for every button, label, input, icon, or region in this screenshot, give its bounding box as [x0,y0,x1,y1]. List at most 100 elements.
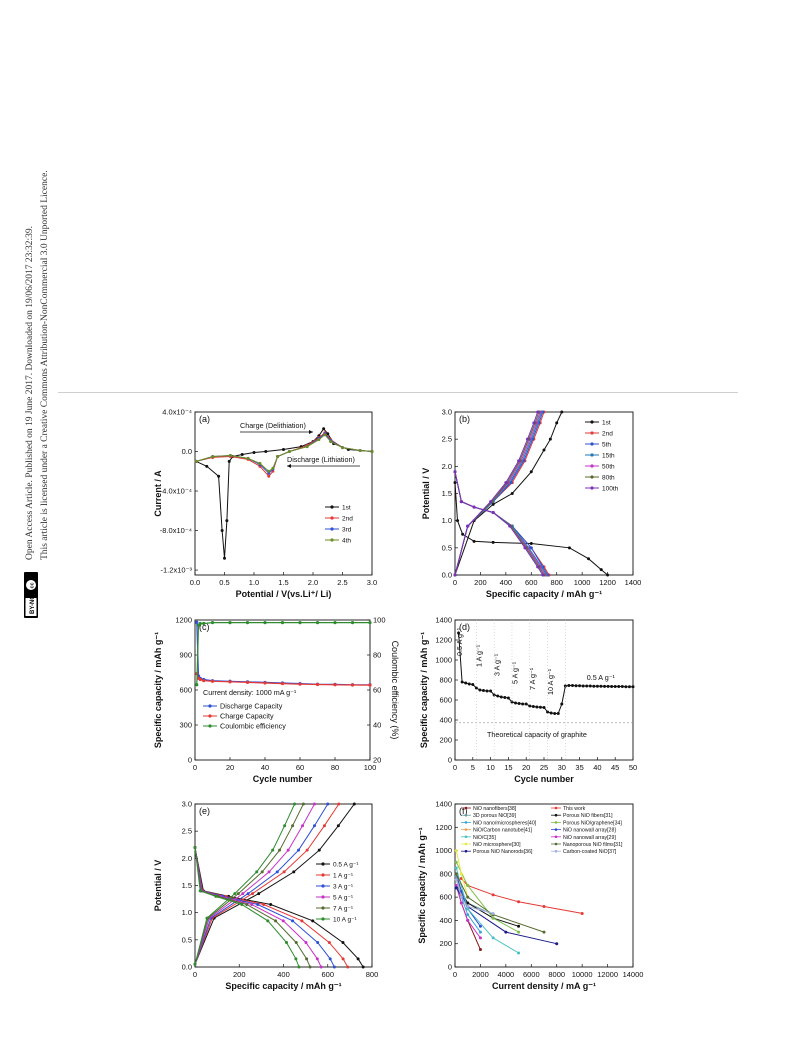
series-capacity-point [503,696,507,699]
series-charge-point [257,892,261,896]
panel-label: (e) [199,806,210,816]
y-tick-label: 0.0 [442,571,452,580]
panel-label: (a) [199,414,210,424]
series-point [202,621,206,626]
series-point [459,872,463,876]
y-tick-label: 2.5 [182,827,192,836]
series-100th-charge-point [453,573,457,577]
series-4th-point [287,450,291,454]
series-100th-charge-point [466,524,470,528]
series-capacity-point [553,712,557,715]
legend-marker [554,828,558,831]
x-tick-label: 1.0 [249,578,259,587]
series-point [466,907,470,911]
series-capacity-point [514,701,518,705]
series-discharge-line [194,847,300,968]
y-tick-label: 300 [179,721,192,730]
series-4th-point [329,440,333,444]
series-1st-discharge-point [587,557,590,561]
series-1st-discharge-point [461,532,465,536]
cc-license-badge[interactable]: BY-NC cc [24,572,38,618]
series-charge-point [205,916,209,920]
annotation-discharge: Discharge (Lithiation) [287,455,355,464]
series-charge-line [194,803,315,965]
series-charge-point [305,848,309,852]
legend-label: Nanoporous NiO films[31] [563,842,623,848]
series-capacity-point [620,685,624,688]
series-discharge-point [305,957,309,961]
panel-label: (d) [459,622,470,632]
series-charge-line [194,803,304,965]
series-charge-point [260,870,264,874]
x-tick-label: 10000 [572,970,593,979]
series-discharge-point [332,965,336,969]
series-point [491,916,495,920]
series-point [517,951,521,955]
series-point [491,936,495,940]
series-capacity-point [610,685,614,688]
series-capacity-point [506,696,510,700]
series-1st-charge-point [510,492,514,495]
y-tick-label: 1.5 [182,881,192,890]
legend-marker [590,442,594,446]
legend-label: Porous NiO Nanorods[36] [473,849,533,855]
series-point [580,911,584,915]
y-tick-label: 1.0 [182,908,192,917]
series-100th-charge-point [525,437,529,441]
y2-tick-label: 60 [373,686,381,695]
series-point [542,930,546,934]
x-axis-label: Cycle number [253,774,313,784]
panel-label: (c) [199,622,210,632]
y2-tick-label: 20 [373,756,381,765]
series-4th-point [323,433,327,437]
series-1st-charge-point [491,502,495,506]
series-line [455,879,494,914]
series-point [368,621,372,625]
y-tick-label: 0.0 [182,447,192,456]
legend-label: 2nd [342,516,353,523]
series-capacity-point [474,686,478,690]
series-2nd-point [267,474,271,478]
y-tick-label: 1.0 [442,516,452,525]
series-point [368,683,372,687]
chart-panel-e: 0 200 400 600 800 0.0 0.5 1.0 1.5 2.0 2.5 3.0 Specif… [153,800,378,992]
series-point [504,930,508,934]
rate-label: 0.5 A g⁻¹ [455,627,464,656]
legend-marker [321,906,325,910]
series-4th-point [370,450,374,454]
chart-panel-c: 0 20 40 60 80 100 0 300 600 900 1200 Cycle number Sp… [153,616,400,785]
legend-label: NiO nanowall array[28] [563,828,616,834]
y-tick-label: 0 [188,756,192,765]
series-100th-discharge-point [472,505,476,509]
series-100th-charge-line [454,411,539,576]
series-discharge-line [194,847,322,968]
series-point [350,621,355,625]
legend-marker [330,505,334,509]
x-tick-label: 0 [453,763,457,772]
series-1st-point [217,474,221,478]
y-tick-label: 2.0 [442,462,452,471]
series-1st-discharge-point [456,519,460,523]
x-tick-label: 35 [575,763,583,772]
series-charge-point [301,824,305,828]
series-discharge-point [198,889,202,893]
legend-label: 5th [602,442,611,449]
series-capacity-point [588,684,592,688]
series-100th-discharge-point [453,470,457,474]
y-tick-label: 400 [439,716,452,725]
y-tick-label: 200 [439,736,452,745]
y-tick-label: 400 [439,916,452,925]
x-tick-label: 12000 [597,970,618,979]
series-point [454,886,458,890]
series-capacity-point [606,684,610,688]
series-discharge-point [341,941,345,945]
y-axis-label: Potential / V [153,860,163,912]
series-100th-discharge-line [454,471,544,576]
theoretical-capacity-label: Theoretical capacity of graphite [487,730,587,739]
legend-label: 80th [602,475,615,482]
series-point [245,680,250,685]
legend-label: 3 A g⁻¹ [333,884,354,891]
legend-label: 3rd [342,527,352,534]
series-discharge-point [281,919,285,923]
rate-label: 5 A g⁻¹ [510,661,519,684]
